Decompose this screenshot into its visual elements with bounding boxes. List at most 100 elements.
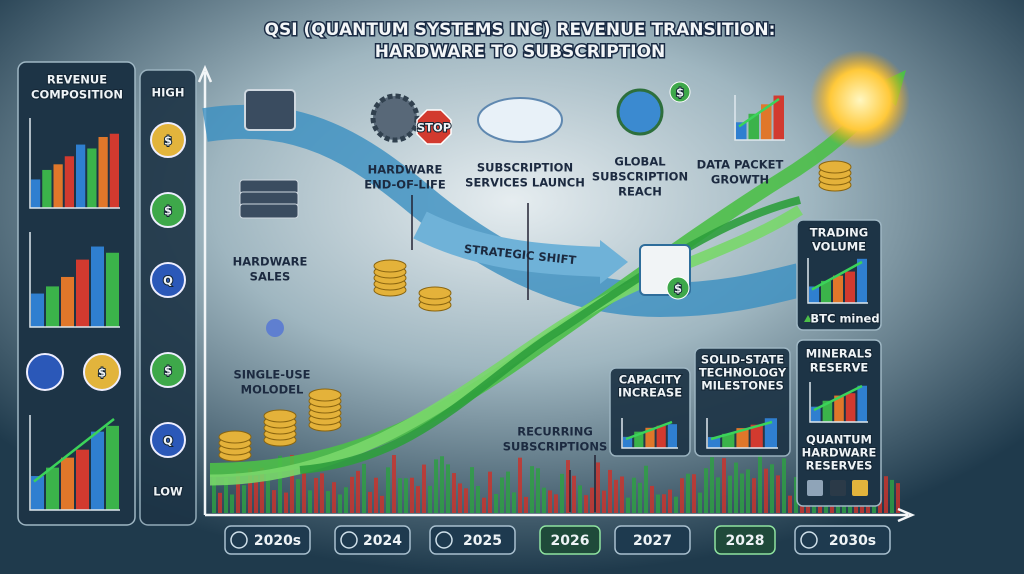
decor-ticker [608,469,612,513]
stage-label: SUBSCRIPTION [592,170,688,184]
stage-label: SINGLE-USE [233,368,310,382]
decor-ticker [596,462,600,513]
title: QSI (QUANTUM SYSTEMS INC) REVENUE TRANSI… [265,20,776,40]
milestone-label: CAPACITY [619,373,682,387]
decor-ticker [740,473,744,513]
stage-label: HARDWARE [368,163,443,177]
decor-ticker [656,494,660,513]
left-panel-title: REVENUE [47,73,107,87]
decor-ticker [350,476,354,513]
cloud-icon [477,97,563,143]
decor-axis [621,418,678,449]
sun [810,50,910,150]
decor-ticker [266,472,270,513]
globe-icon [616,88,664,136]
triangle-icon [804,315,812,322]
decor-ticker [248,468,252,513]
decor-bar [750,424,763,448]
decor-bar [634,431,644,448]
coin [218,430,252,444]
decor-ticker [674,496,678,513]
decor-ticker [884,476,888,513]
decor-bar [845,393,856,422]
timeline-icon [800,531,818,549]
decor-ticker [692,474,696,513]
decor-ticker [602,490,606,513]
icon [83,353,121,391]
decor-ticker [722,458,726,513]
decor-bar [91,246,104,327]
decor-ticker [752,478,756,513]
icon [150,352,186,388]
stage-label: RECURRING [517,425,593,439]
decor-ticker [662,494,666,513]
stage-label: SUBSCRIPTION [477,161,573,175]
decor-ticker [296,479,300,513]
decor-bar [76,449,89,510]
decor-arrow [813,384,863,412]
left-panel-title: COMPOSITION [31,88,123,102]
trading-title: VOLUME [812,240,866,254]
decor-ticker [620,476,624,513]
reserve-icon [852,480,868,496]
decor-ticker [434,459,438,513]
gear-icon [370,93,420,143]
decor-ticker [794,476,798,513]
icon [666,276,690,300]
decor-bar [761,104,772,140]
decor-bar [656,425,666,448]
decor-ticker [338,494,342,513]
decor-ticker [500,477,504,513]
decor-bar [708,437,721,448]
axis-y [197,64,213,515]
stage-label: SALES [250,270,291,284]
timeline-year: 2027 [633,533,672,549]
decor-ticker [410,477,414,513]
decor-ticker [440,456,444,513]
icon-glyph: Q [163,434,173,448]
trading-title: TRADING [810,226,869,240]
timeline-pill [794,525,891,555]
stage-label: SERVICES LAUNCH [465,176,585,190]
decor-ticker [368,491,372,513]
icon [26,353,64,391]
timeline-pill [224,525,311,555]
decor-bar [46,286,59,327]
decor-bar [42,169,52,208]
icon [150,122,186,158]
decor-bar [821,280,831,303]
minerals-title: RESERVE [810,361,869,375]
scale-high: HIGH [152,86,185,100]
decor-ticker [578,485,582,513]
decor-ticker [506,471,510,513]
stage-label: REACH [618,185,662,199]
timeline-icon [340,531,358,549]
decor-bar [76,144,86,208]
decor-ticker [308,490,312,513]
decor-ticker [476,485,480,513]
stage-label: MOLODEL [241,383,304,397]
decor-ticker [686,473,690,513]
stage-label: HARDWARE [233,255,308,269]
scale-low: LOW [153,485,183,499]
decor-ticker [446,464,450,513]
timeline-year: 2025 [463,533,502,549]
decor-bar [61,457,74,510]
timeline-year: 2028 [726,533,765,549]
decor-ticker [542,487,546,513]
decor-axis [29,118,120,209]
trading-note: BTC mined [810,312,879,326]
coin [818,160,852,174]
chip-icon [239,203,299,219]
stage-label: GLOBAL [614,155,666,169]
decor-ticker [746,469,750,513]
decor-ticker [392,455,396,513]
decor-ticker [572,475,576,513]
timeline-pill [539,525,601,555]
decor-ticker [524,496,528,513]
timeline-year: 2030s [829,533,876,549]
decor-ticker [716,477,720,513]
decor-ticker [344,487,348,513]
axis-x [205,507,916,523]
